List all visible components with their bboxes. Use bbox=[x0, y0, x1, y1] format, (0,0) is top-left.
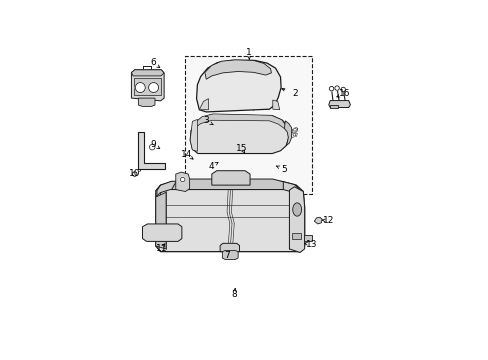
Text: 1: 1 bbox=[246, 48, 252, 57]
Polygon shape bbox=[156, 192, 161, 246]
Text: 14: 14 bbox=[180, 150, 192, 158]
Circle shape bbox=[180, 177, 184, 182]
Text: 3: 3 bbox=[203, 116, 209, 125]
Polygon shape bbox=[222, 251, 238, 260]
Text: 15: 15 bbox=[236, 144, 247, 153]
Polygon shape bbox=[142, 224, 182, 242]
Polygon shape bbox=[195, 114, 286, 129]
Text: 11: 11 bbox=[155, 244, 167, 253]
Text: 4: 4 bbox=[208, 162, 214, 171]
Text: 8: 8 bbox=[231, 289, 236, 298]
Polygon shape bbox=[131, 70, 164, 76]
Text: 10: 10 bbox=[129, 169, 140, 178]
Circle shape bbox=[135, 82, 145, 93]
Polygon shape bbox=[190, 120, 197, 151]
Circle shape bbox=[132, 172, 137, 176]
Circle shape bbox=[148, 82, 158, 93]
Polygon shape bbox=[292, 127, 297, 132]
Polygon shape bbox=[328, 100, 350, 108]
Circle shape bbox=[340, 87, 345, 92]
FancyBboxPatch shape bbox=[133, 78, 161, 95]
Circle shape bbox=[149, 144, 155, 150]
Circle shape bbox=[328, 86, 333, 91]
Text: 16: 16 bbox=[338, 89, 349, 98]
Text: 7: 7 bbox=[224, 251, 229, 260]
Circle shape bbox=[292, 133, 295, 136]
Circle shape bbox=[293, 128, 296, 131]
Polygon shape bbox=[138, 132, 164, 169]
Text: 6: 6 bbox=[150, 58, 156, 67]
Text: 9: 9 bbox=[150, 140, 156, 149]
Circle shape bbox=[334, 86, 339, 90]
Polygon shape bbox=[131, 70, 164, 101]
Text: 12: 12 bbox=[322, 216, 333, 225]
Polygon shape bbox=[220, 243, 239, 252]
Polygon shape bbox=[171, 179, 283, 190]
Polygon shape bbox=[211, 171, 249, 185]
Polygon shape bbox=[138, 98, 155, 107]
Polygon shape bbox=[196, 60, 281, 112]
Text: 13: 13 bbox=[305, 240, 317, 249]
Polygon shape bbox=[329, 105, 338, 108]
Polygon shape bbox=[156, 192, 166, 249]
Polygon shape bbox=[204, 60, 271, 79]
Polygon shape bbox=[272, 100, 279, 110]
FancyBboxPatch shape bbox=[185, 56, 311, 194]
FancyBboxPatch shape bbox=[303, 235, 311, 242]
Polygon shape bbox=[190, 115, 288, 153]
Text: 5: 5 bbox=[281, 165, 286, 174]
Polygon shape bbox=[289, 187, 304, 252]
Polygon shape bbox=[175, 172, 189, 192]
Polygon shape bbox=[284, 121, 291, 146]
Polygon shape bbox=[199, 99, 208, 110]
Polygon shape bbox=[314, 217, 322, 224]
Polygon shape bbox=[291, 132, 297, 138]
Text: 2: 2 bbox=[291, 89, 297, 98]
Polygon shape bbox=[157, 181, 302, 197]
Polygon shape bbox=[156, 182, 304, 252]
FancyBboxPatch shape bbox=[292, 233, 300, 239]
Ellipse shape bbox=[292, 203, 301, 216]
